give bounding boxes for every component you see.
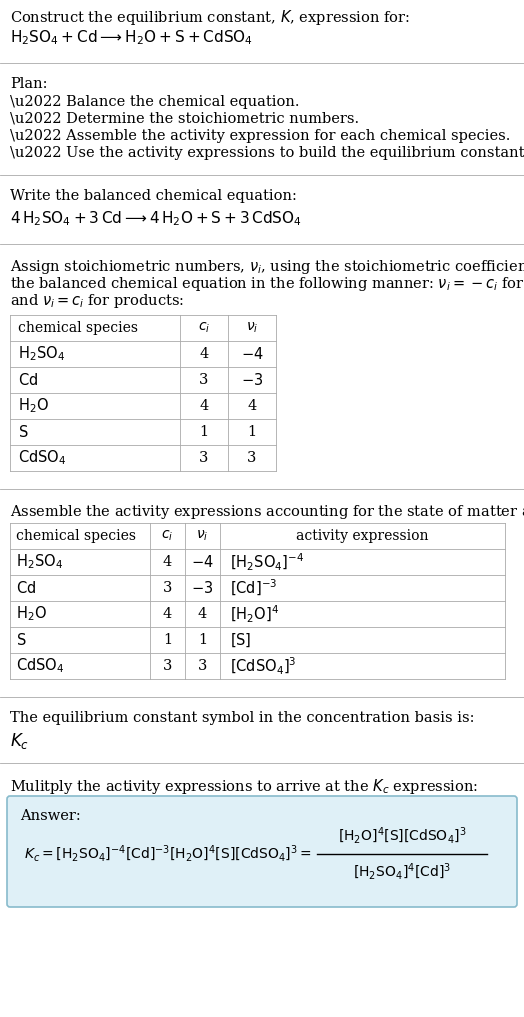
Text: $\nu_i$: $\nu_i$	[196, 529, 209, 543]
Text: $\mathrm{CdSO_4}$: $\mathrm{CdSO_4}$	[18, 448, 67, 468]
Text: $\nu_i$: $\nu_i$	[246, 320, 258, 336]
Text: $c_i$: $c_i$	[161, 529, 173, 543]
Text: $[\mathrm{H_2O}]^{4}$: $[\mathrm{H_2O}]^{4}$	[230, 603, 279, 624]
Text: \u2022 Determine the stoichiometric numbers.: \u2022 Determine the stoichiometric numb…	[10, 112, 359, 126]
Text: $-4$: $-4$	[241, 346, 264, 362]
Text: Answer:: Answer:	[20, 809, 81, 823]
Text: 4: 4	[199, 399, 209, 413]
Text: \u2022 Balance the chemical equation.: \u2022 Balance the chemical equation.	[10, 95, 300, 109]
Text: 4: 4	[198, 607, 207, 621]
Text: Assign stoichiometric numbers, $\nu_i$, using the stoichiometric coefficients, $: Assign stoichiometric numbers, $\nu_i$, …	[10, 258, 524, 276]
Text: $c_i$: $c_i$	[198, 320, 210, 336]
Text: $\mathrm{H_2SO_4 + Cd \longrightarrow H_2O + S + CdSO_4}$: $\mathrm{H_2SO_4 + Cd \longrightarrow H_…	[10, 28, 253, 47]
Text: 4: 4	[199, 347, 209, 361]
Text: 4: 4	[163, 607, 172, 621]
Text: $\mathrm{4\,H_2SO_4 + 3\,Cd \longrightarrow 4\,H_2O + S + 3\,CdSO_4}$: $\mathrm{4\,H_2SO_4 + 3\,Cd \longrightar…	[10, 210, 302, 228]
Text: $-3$: $-3$	[191, 580, 214, 596]
Text: $[\mathrm{H_2SO_4}]^{4}[\mathrm{Cd}]^{3}$: $[\mathrm{H_2SO_4}]^{4}[\mathrm{Cd}]^{3}…	[353, 861, 451, 882]
Text: and $\nu_i = c_i$ for products:: and $\nu_i = c_i$ for products:	[10, 292, 184, 310]
Text: $K_c$: $K_c$	[10, 731, 29, 751]
Text: $\mathrm{S}$: $\mathrm{S}$	[18, 424, 28, 440]
Text: the balanced chemical equation in the following manner: $\nu_i = -c_i$ for react: the balanced chemical equation in the fo…	[10, 275, 524, 293]
Text: 3: 3	[198, 659, 207, 673]
Text: chemical species: chemical species	[16, 529, 136, 543]
Text: $\mathrm{Cd}$: $\mathrm{Cd}$	[16, 580, 36, 596]
Text: $[\mathrm{Cd}]^{-3}$: $[\mathrm{Cd}]^{-3}$	[230, 578, 277, 598]
Text: $\mathrm{H_2O}$: $\mathrm{H_2O}$	[18, 397, 49, 415]
Text: Mulitply the activity expressions to arrive at the $K_c$ expression:: Mulitply the activity expressions to arr…	[10, 777, 478, 796]
Text: $[\mathrm{H_2SO_4}]^{-4}$: $[\mathrm{H_2SO_4}]^{-4}$	[230, 551, 304, 573]
Text: 1: 1	[198, 633, 207, 647]
Text: Assemble the activity expressions accounting for the state of matter and $\nu_i$: Assemble the activity expressions accoun…	[10, 503, 524, 521]
Text: Construct the equilibrium constant, $K$, expression for:: Construct the equilibrium constant, $K$,…	[10, 8, 410, 27]
Text: 1: 1	[163, 633, 172, 647]
Text: $\mathrm{CdSO_4}$: $\mathrm{CdSO_4}$	[16, 657, 64, 675]
Text: $\mathrm{H_2O}$: $\mathrm{H_2O}$	[16, 605, 47, 623]
Text: $[\mathrm{CdSO_4}]^{3}$: $[\mathrm{CdSO_4}]^{3}$	[230, 655, 297, 676]
Text: Plan:: Plan:	[10, 77, 48, 91]
Text: $\mathrm{S}$: $\mathrm{S}$	[16, 632, 27, 648]
Text: 3: 3	[247, 451, 257, 465]
Text: $-4$: $-4$	[191, 554, 214, 570]
Text: \u2022 Assemble the activity expression for each chemical species.: \u2022 Assemble the activity expression …	[10, 129, 510, 143]
Text: $\mathrm{Cd}$: $\mathrm{Cd}$	[18, 372, 38, 388]
FancyBboxPatch shape	[7, 796, 517, 907]
Text: $[\mathrm{H_2O}]^{4}[\mathrm{S}][\mathrm{CdSO_4}]^{3}$: $[\mathrm{H_2O}]^{4}[\mathrm{S}][\mathrm…	[338, 826, 466, 846]
Text: 4: 4	[163, 555, 172, 569]
Text: 3: 3	[163, 581, 172, 595]
Text: 4: 4	[247, 399, 257, 413]
Text: 1: 1	[247, 425, 257, 439]
Text: The equilibrium constant symbol in the concentration basis is:: The equilibrium constant symbol in the c…	[10, 711, 475, 725]
Text: 3: 3	[163, 659, 172, 673]
Text: \u2022 Use the activity expressions to build the equilibrium constant expression: \u2022 Use the activity expressions to b…	[10, 146, 524, 160]
Text: $\mathrm{H_2SO_4}$: $\mathrm{H_2SO_4}$	[16, 552, 63, 572]
Text: Write the balanced chemical equation:: Write the balanced chemical equation:	[10, 189, 297, 203]
Text: activity expression: activity expression	[296, 529, 429, 543]
Text: $[\mathrm{S}]$: $[\mathrm{S}]$	[230, 632, 252, 649]
Text: 1: 1	[200, 425, 209, 439]
Text: 3: 3	[199, 373, 209, 387]
Text: $K_c = [\mathrm{H_2SO_4}]^{-4}[\mathrm{Cd}]^{-3}[\mathrm{H_2O}]^{4}[\mathrm{S}][: $K_c = [\mathrm{H_2SO_4}]^{-4}[\mathrm{C…	[24, 844, 312, 864]
Text: $-3$: $-3$	[241, 372, 263, 388]
Text: 3: 3	[199, 451, 209, 465]
Text: chemical species: chemical species	[18, 321, 138, 335]
Text: $\mathrm{H_2SO_4}$: $\mathrm{H_2SO_4}$	[18, 345, 65, 363]
